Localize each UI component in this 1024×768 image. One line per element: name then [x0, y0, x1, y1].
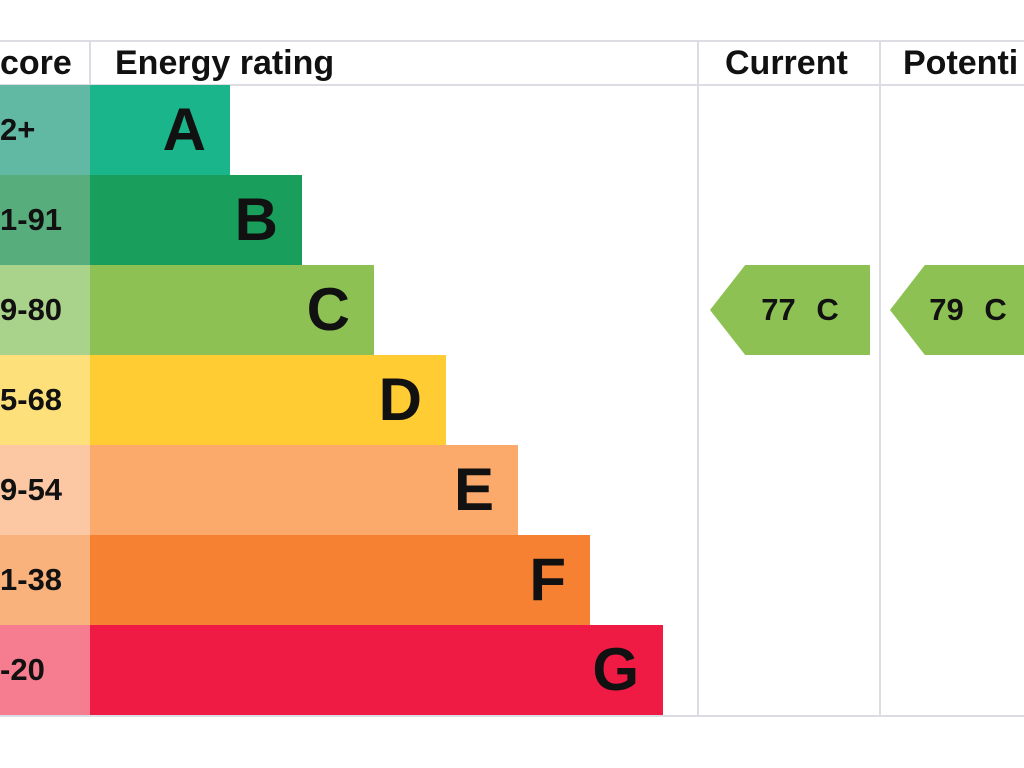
rating-bar: D: [90, 355, 446, 445]
energy-rating-header: Energy rating: [115, 44, 335, 82]
column-divider: [697, 41, 699, 717]
score-range: 5-68: [0, 355, 90, 445]
score-range: 1-38: [0, 535, 90, 625]
potential-header: Potenti: [903, 44, 1019, 82]
rating-bar: C: [90, 265, 374, 355]
table-bottom-border: [0, 715, 1024, 717]
table-top-border: [0, 40, 1024, 42]
score-range: 1-91: [0, 175, 90, 265]
current-rating-arrow: 77 C: [710, 265, 870, 355]
score-range: 2+: [0, 85, 90, 175]
score-range: -20: [0, 625, 90, 715]
current-header: Current: [725, 44, 848, 82]
rating-bar: G: [90, 625, 663, 715]
rating-bar: F: [90, 535, 590, 625]
header-bottom-border: [0, 84, 1024, 86]
rating-bar: E: [90, 445, 518, 535]
score-range: 9-80: [0, 265, 90, 355]
potential-rating-arrow: 79 C: [890, 265, 1024, 355]
score-header: core: [0, 44, 72, 82]
rating-bar: B: [90, 175, 302, 265]
column-divider: [879, 41, 881, 717]
score-range: 9-54: [0, 445, 90, 535]
rating-bar: A: [90, 85, 230, 175]
